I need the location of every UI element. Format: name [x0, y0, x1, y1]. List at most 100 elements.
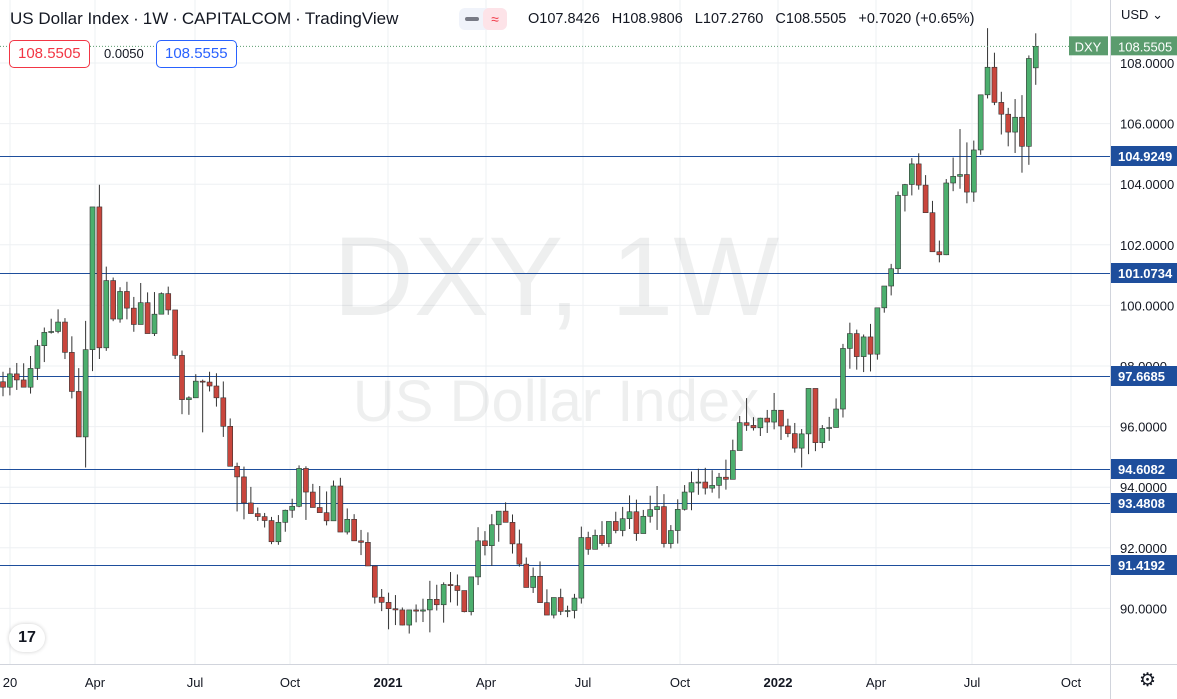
candle-body — [34, 345, 41, 369]
candle-body — [13, 373, 20, 381]
candle-body — [89, 206, 96, 350]
candle-body — [688, 482, 695, 493]
low-label: L — [694, 11, 703, 27]
level-label-text: 97.6685 — [1118, 369, 1165, 384]
candle-body — [344, 519, 351, 533]
candle-body — [571, 597, 578, 611]
candle-body — [131, 307, 137, 325]
candle-body — [530, 575, 536, 588]
level-label-text: 101.0734 — [1118, 266, 1173, 281]
minus-icon[interactable] — [465, 17, 479, 21]
candle-body — [385, 602, 392, 610]
candle-body — [881, 285, 888, 309]
time-tick-label: Apr — [85, 675, 106, 690]
gear-icon[interactable]: ⚙ — [1139, 670, 1157, 691]
price-tick-label: 106.0000 — [1120, 117, 1174, 132]
level-label-text: 94.6082 — [1118, 462, 1165, 477]
candle-body — [840, 348, 846, 410]
change-value: +0.7020 (+0.65%) — [858, 11, 975, 27]
candle-body — [1032, 46, 1039, 69]
currency-selector[interactable]: USD ⌄ — [1121, 7, 1163, 23]
chart-style-toggle[interactable]: ≈ — [459, 8, 507, 30]
candle-body — [778, 409, 784, 427]
candlestick-series — [0, 28, 1039, 634]
tradingview-logo-icon[interactable]: 17 — [9, 624, 45, 652]
candle-body — [867, 336, 874, 355]
symbol-title[interactable]: US Dollar Index — [10, 9, 130, 28]
candle-body — [144, 302, 151, 334]
candle-body — [523, 563, 530, 588]
candle-body — [502, 510, 509, 523]
candle-body — [282, 509, 289, 523]
candle-body — [248, 502, 254, 514]
candle-body — [461, 590, 468, 613]
time-axis-labels[interactable]: 20 Apr Jul Oct 2021 Apr Jul Oct 2022 Apr Jul Oct — [3, 675, 1082, 690]
time-tick-label: Oct — [1061, 675, 1082, 690]
candle-body — [943, 182, 950, 256]
candle-body — [888, 268, 894, 287]
candle-body — [20, 379, 27, 388]
time-tick-label: 2022 — [764, 675, 793, 690]
candle-body — [489, 524, 495, 546]
candle-body — [234, 465, 240, 478]
close-value: 108.5505 — [785, 11, 847, 27]
time-tick-label: Oct — [670, 675, 691, 690]
watermark-symbol: DXY, 1W — [333, 214, 779, 339]
last-price-marker: DXY 108.5505 — [1069, 36, 1177, 56]
candle-body — [186, 397, 192, 400]
interval-label[interactable]: 1W — [142, 9, 169, 28]
candle-body — [323, 512, 330, 522]
price-tick-label: 94.0000 — [1120, 480, 1167, 495]
candle-body — [550, 597, 557, 616]
candle-body — [743, 422, 750, 426]
horizontal-levels[interactable] — [0, 156, 1110, 566]
chart-watermark: DXY, 1W US Dollar Index — [333, 214, 779, 434]
sell-price-button[interactable]: 108.5505 — [9, 40, 90, 68]
chart-header: US Dollar Index · 1W · CAPITALCOM · TradingVie… — [10, 9, 399, 28]
candle-body — [812, 388, 819, 443]
candle-body — [654, 506, 660, 510]
candle-body — [606, 521, 612, 544]
candle-body — [330, 485, 337, 522]
candle-body — [564, 610, 571, 612]
candle-body — [585, 537, 592, 550]
candle-body — [633, 511, 640, 534]
candle-body — [860, 336, 867, 357]
level-label-box — [1111, 146, 1177, 166]
candle-body — [495, 510, 502, 526]
ohlc-readout: O107.8426 H108.9806 L107.2760 C108.5505 … — [528, 11, 982, 27]
candle-body — [668, 530, 674, 544]
candle-body — [158, 293, 165, 315]
last-price-label: 108.5505 — [1118, 39, 1172, 54]
candle-body — [110, 280, 116, 320]
candle-body — [730, 450, 736, 480]
candle-body — [406, 609, 413, 626]
candle-body — [454, 585, 461, 591]
price-axis-labels[interactable]: 90.000092.000094.000096.000098.0000100.0… — [1120, 56, 1174, 616]
candle-body — [48, 331, 54, 333]
candle-body — [420, 609, 426, 612]
candle-body — [351, 519, 357, 542]
candle-body — [117, 291, 123, 320]
candle-body — [82, 349, 89, 438]
candle-body — [950, 176, 956, 184]
level-label-text: 91.4192 — [1118, 558, 1165, 573]
level-label-box — [1111, 555, 1177, 575]
candle-body — [922, 184, 929, 213]
candle-body — [619, 518, 626, 531]
candle-body — [165, 293, 172, 311]
candle-body — [826, 427, 833, 429]
buy-price-button[interactable]: 108.5555 — [156, 40, 237, 68]
low-value: 107.2760 — [702, 11, 764, 27]
level-label-box — [1111, 366, 1177, 386]
candle-body — [791, 433, 798, 449]
time-tick-label: Jul — [187, 675, 204, 690]
candle-body — [69, 352, 75, 392]
wave-icon[interactable]: ≈ — [483, 8, 507, 30]
price-tick-label: 96.0000 — [1120, 420, 1167, 435]
candle-body — [261, 516, 268, 521]
candle-body — [805, 388, 812, 435]
candle-body — [206, 381, 213, 387]
high-value: 108.9806 — [622, 11, 683, 27]
